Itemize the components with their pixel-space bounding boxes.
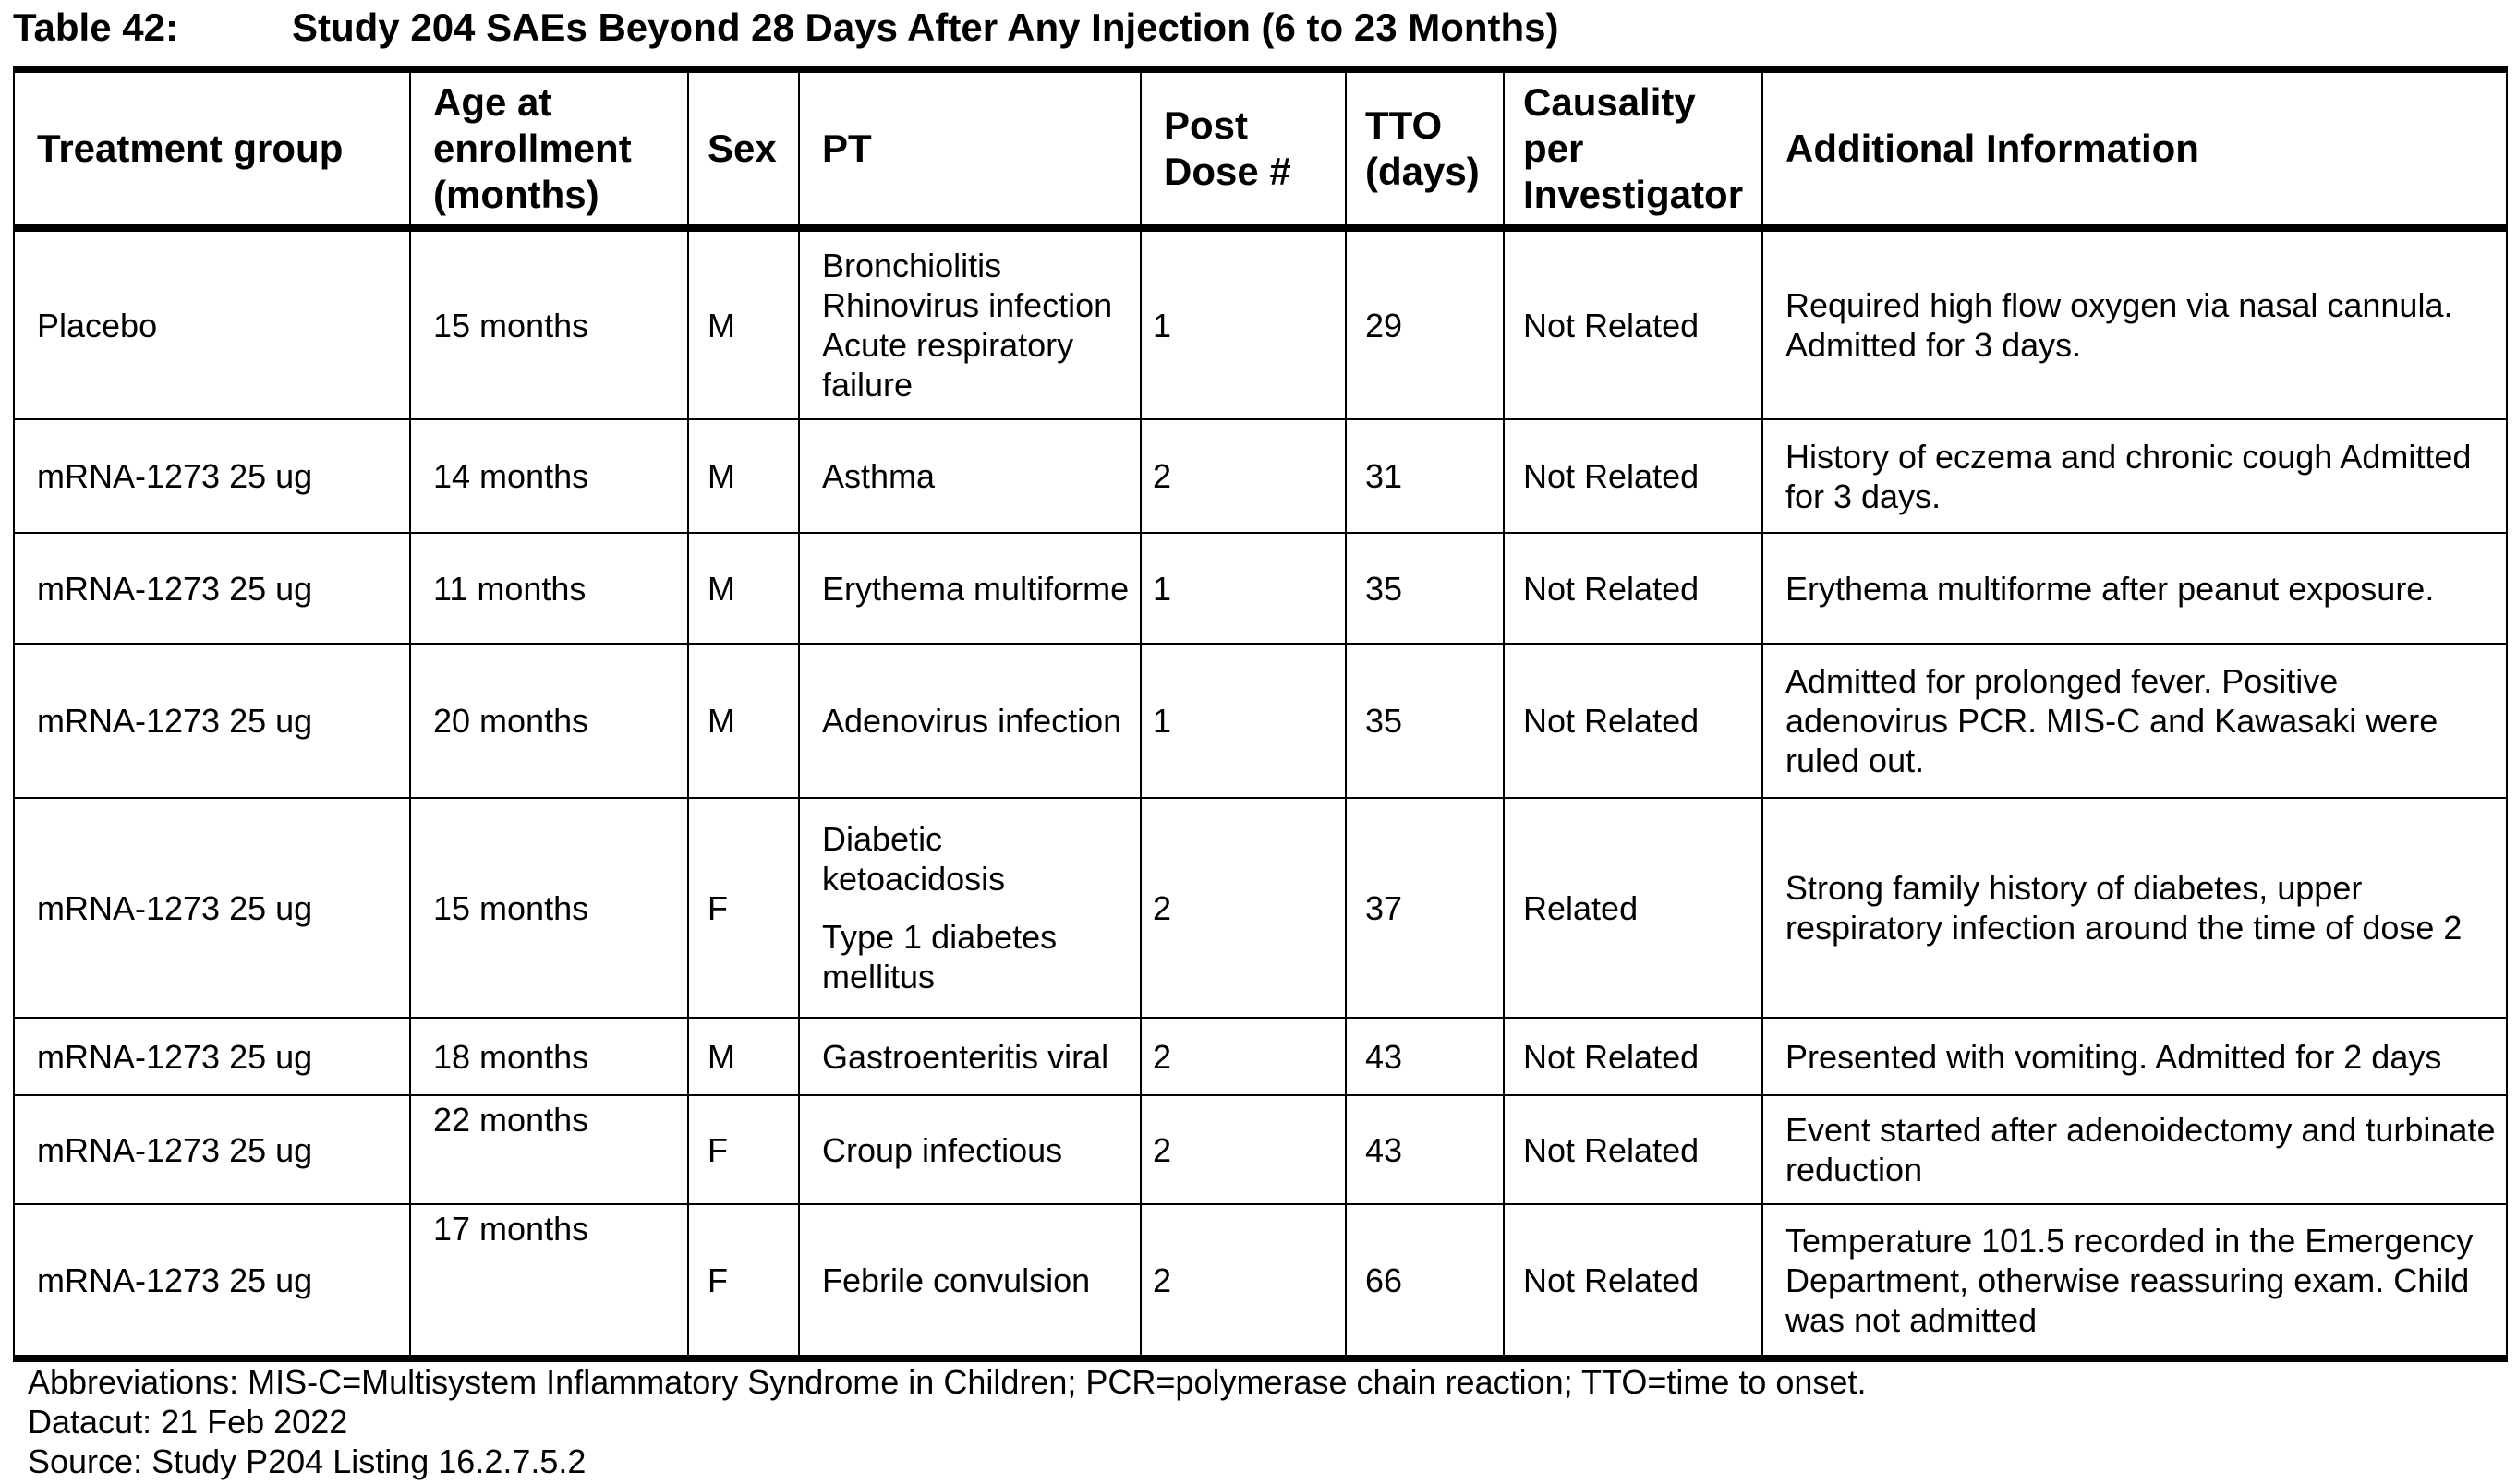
spacer	[822, 899, 1131, 917]
cell-info: Required high flow oxygen via nasal cann…	[1761, 227, 2508, 420]
cell-dose: 1	[1140, 532, 1347, 645]
header-pt: PT	[798, 68, 1142, 229]
cell-group: Placebo	[13, 227, 411, 420]
cell-tto: 37	[1345, 797, 1505, 1019]
cell-pt: Bronchiolitis Rhinovirus infection Acute…	[798, 227, 1142, 420]
cell-dose: 2	[1140, 418, 1347, 534]
cell-tto: 43	[1345, 1017, 1505, 1096]
cell-tto: 43	[1345, 1094, 1505, 1205]
footnote-datacut: Datacut: 21 Feb 2022	[28, 1403, 348, 1441]
cell-sex: M	[687, 1017, 800, 1096]
cell-causality: Not Related	[1503, 227, 1763, 420]
header-age: Age at enrollment (months)	[409, 68, 689, 229]
cell-dose: 2	[1140, 1203, 1347, 1359]
cell-dose: 2	[1140, 797, 1347, 1019]
table-row: mRNA-1273 25 ug 17 months F Febrile convuls…	[13, 1203, 2508, 1359]
cell-causality: Not Related	[1503, 1203, 1763, 1359]
table-row: mRNA-1273 25 ug 14 months M Asthma 2 31 Not Re…	[13, 418, 2508, 534]
cell-info: Erythema multiforme after peanut exposur…	[1761, 532, 2508, 645]
cell-pt: Croup infectious	[798, 1094, 1142, 1205]
sae-table: Treatment group Age at enrollment (month…	[13, 66, 2508, 1362]
cell-age: 20 months	[409, 643, 689, 799]
cell-tto: 31	[1345, 418, 1505, 534]
cell-age: 11 months	[409, 532, 689, 645]
cell-sex: M	[687, 532, 800, 645]
cell-info: Event started after adenoidectomy and tu…	[1761, 1094, 2508, 1205]
cell-pt: Erythema multiforme	[798, 532, 1142, 645]
table-title: Table 42: Study 204 SAEs Beyond 28 Days A…	[13, 6, 1559, 50]
cell-pt: Diabetic ketoacidosis Type 1 diabetes mel…	[798, 797, 1142, 1019]
cell-causality: Not Related	[1503, 1017, 1763, 1096]
cell-pt: Asthma	[798, 418, 1142, 534]
cell-causality: Related	[1503, 797, 1763, 1019]
cell-age: 18 months	[409, 1017, 689, 1096]
cell-causality: Not Related	[1503, 643, 1763, 799]
cell-age: 17 months	[409, 1203, 689, 1359]
cell-sex: F	[687, 1094, 800, 1205]
cell-group: mRNA-1273 25 ug	[13, 418, 411, 534]
cell-dose: 1	[1140, 227, 1347, 420]
cell-sex: F	[687, 797, 800, 1019]
table-title-text: Study 204 SAEs Beyond 28 Days After Any …	[292, 6, 1559, 49]
table-row: mRNA-1273 25 ug 22 months F Croup infectiou…	[13, 1094, 2508, 1205]
cell-sex: F	[687, 1203, 800, 1359]
header-row: Treatment group Age at enrollment (month…	[13, 68, 2508, 229]
cell-age: 15 months	[409, 797, 689, 1019]
table-row: mRNA-1273 25 ug 18 months M Gastroenteritis…	[13, 1017, 2508, 1096]
cell-sex: M	[687, 227, 800, 420]
header-treatment-group: Treatment group	[13, 68, 411, 229]
footnote-abbreviations: Abbreviations: MIS-C=Multisystem Inflamm…	[28, 1363, 1867, 1401]
cell-tto: 35	[1345, 643, 1505, 799]
cell-info: Temperature 101.5 recorded in the Emerge…	[1761, 1203, 2508, 1359]
table-row: Placebo 15 months M Bronchiolitis Rhinoviru…	[13, 227, 2508, 420]
cell-tto: 66	[1345, 1203, 1505, 1359]
cell-group: mRNA-1273 25 ug	[13, 643, 411, 799]
cell-age: 22 months	[409, 1094, 689, 1205]
cell-dose: 1	[1140, 643, 1347, 799]
cell-group: mRNA-1273 25 ug	[13, 1017, 411, 1096]
header-post-dose: Post Dose #	[1140, 68, 1347, 229]
cell-info: History of eczema and chronic cough Admi…	[1761, 418, 2508, 534]
cell-tto: 35	[1345, 532, 1505, 645]
table-row: mRNA-1273 25 ug 11 months M Erythema multif…	[13, 532, 2508, 645]
header-tto: TTO (days)	[1345, 68, 1505, 229]
cell-group: mRNA-1273 25 ug	[13, 797, 411, 1019]
cell-sex: M	[687, 418, 800, 534]
cell-causality: Not Related	[1503, 418, 1763, 534]
cell-causality: Not Related	[1503, 1094, 1763, 1205]
cell-age: 15 months	[409, 227, 689, 420]
header-additional-info: Additional Information	[1761, 68, 2508, 229]
cell-group: mRNA-1273 25 ug	[13, 1094, 411, 1205]
cell-info: Admitted for prolonged fever. Positive a…	[1761, 643, 2508, 799]
cell-group: mRNA-1273 25 ug	[13, 532, 411, 645]
table-row: mRNA-1273 25 ug 15 months F Diabetic ketoac…	[13, 797, 2508, 1019]
pt-text-2: Type 1 diabetes mellitus	[822, 918, 1058, 995]
cell-dose: 2	[1140, 1094, 1347, 1205]
cell-causality: Not Related	[1503, 532, 1763, 645]
header-causality: Causality per Investigator	[1503, 68, 1763, 229]
cell-info: Strong family history of diabetes, upper…	[1761, 797, 2508, 1019]
cell-dose: 2	[1140, 1017, 1347, 1096]
header-sex: Sex	[687, 68, 800, 229]
cell-info: Presented with vomiting. Admitted for 2 …	[1761, 1017, 2508, 1096]
cell-pt: Adenovirus infection	[798, 643, 1142, 799]
table-number: Table 42:	[13, 6, 178, 49]
cell-tto: 29	[1345, 227, 1505, 420]
footnote-source: Source: Study P204 Listing 16.2.7.5.2	[28, 1442, 587, 1480]
cell-age: 14 months	[409, 418, 689, 534]
cell-group: mRNA-1273 25 ug	[13, 1203, 411, 1359]
table-row: mRNA-1273 25 ug 20 months M Adenovirus infe…	[13, 643, 2508, 799]
cell-sex: M	[687, 643, 800, 799]
cell-pt: Gastroenteritis viral	[798, 1017, 1142, 1096]
pt-text: Diabetic ketoacidosis	[822, 820, 1006, 898]
cell-pt: Febrile convulsion	[798, 1203, 1142, 1359]
